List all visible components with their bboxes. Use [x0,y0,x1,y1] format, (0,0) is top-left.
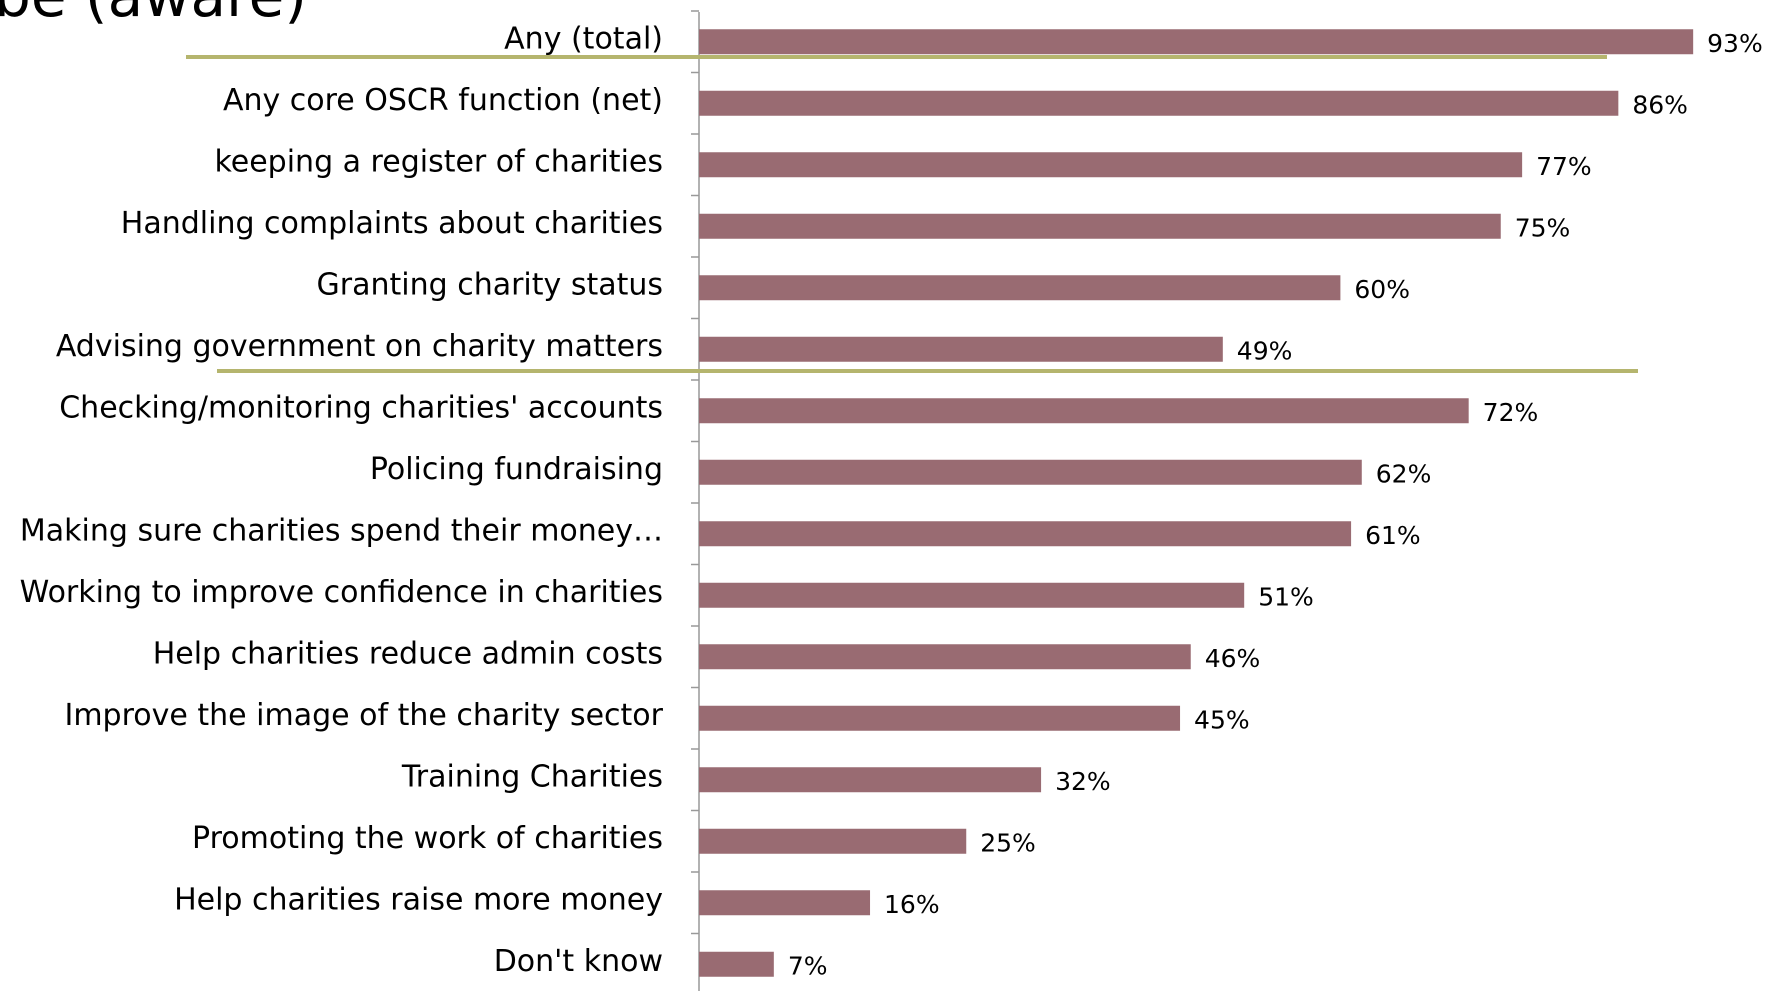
bar [699,951,774,977]
category-label: Any core OSCR function (net) [223,83,663,118]
bar [699,459,1362,485]
bar [699,398,1469,424]
bar [699,275,1341,301]
value-label: 77% [1536,152,1592,181]
category-label: Don't know [494,944,663,979]
value-label: 61% [1365,521,1421,550]
category-label: Making sure charities spend their money… [20,513,663,548]
category-label: Help charities reduce admin costs [153,636,663,671]
category-label: Help charities raise more money [174,882,663,917]
category-label: Policing fundraising [370,452,663,487]
bar [699,828,967,854]
category-label: Advising government on charity matters [56,329,663,364]
category-label: Granting charity status [317,267,663,302]
category-label: Any (total) [504,21,663,56]
bar [699,213,1501,239]
value-label: 7% [788,951,828,980]
value-label: 62% [1376,459,1432,488]
value-label: 25% [980,828,1036,857]
value-label: 75% [1515,213,1571,242]
category-label: Handling complaints about charities [121,206,663,241]
category-label: Promoting the work of charities [192,821,663,856]
value-label: 49% [1237,336,1293,365]
value-label: 32% [1055,767,1111,796]
bar [699,767,1042,793]
category-label: Training Charities [401,759,663,794]
bar [699,890,871,916]
bar [699,90,1619,116]
value-label: 72% [1483,398,1539,427]
bar [699,705,1181,731]
category-label: keeping a register of charities [214,144,663,179]
category-label: Checking/monitoring charities' accounts [59,390,663,425]
bar [699,152,1523,178]
bar [699,582,1245,608]
value-label: 45% [1194,705,1250,734]
bar [699,644,1191,670]
value-label: 16% [884,890,940,919]
value-label: 60% [1354,275,1410,304]
bar [699,336,1223,362]
value-label: 93% [1707,29,1763,58]
value-label: 46% [1205,644,1261,673]
value-label: 51% [1258,582,1314,611]
chart-title: be (aware) [0,0,307,30]
category-label: Working to improve confidence in chariti… [20,575,663,610]
value-label: 86% [1632,90,1688,119]
category-label: Improve the image of the charity sector [64,698,663,733]
bar [699,29,1694,55]
bar [699,521,1352,547]
